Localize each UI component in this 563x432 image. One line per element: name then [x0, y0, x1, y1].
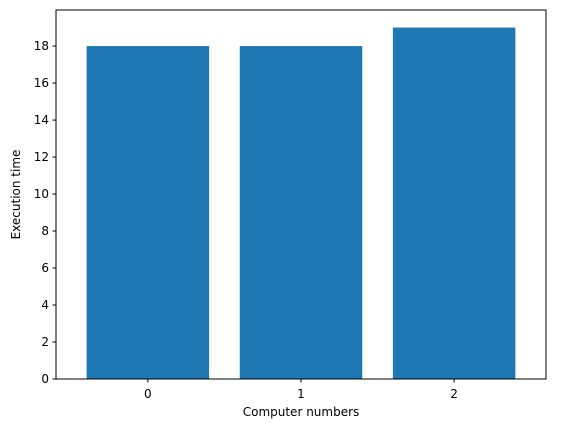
y-tick-label: 14 [34, 113, 49, 127]
x-tick-label: 1 [297, 387, 305, 401]
y-tick-label: 18 [34, 39, 49, 53]
y-tick-label: 4 [41, 298, 49, 312]
y-tick-label: 12 [34, 150, 49, 164]
y-tick-label: 8 [41, 224, 49, 238]
plot-frame [55, 9, 547, 380]
bar-2 [392, 27, 516, 379]
y-tick-label: 6 [41, 261, 49, 275]
y-tick-label: 10 [34, 187, 49, 201]
x-axis-label: Computer numbers [243, 405, 360, 419]
bar-1 [239, 46, 363, 380]
bars-group [86, 27, 516, 380]
y-tick-label: 16 [34, 76, 49, 90]
y-axis-label: Execution time [9, 150, 23, 240]
x-tick-label: 2 [450, 387, 458, 401]
y-tick-label: 2 [41, 335, 49, 349]
y-tick-label: 0 [41, 372, 49, 386]
x-axis-ticks: 0 1 2 [144, 379, 458, 401]
x-tick-label: 0 [144, 387, 152, 401]
bar-0 [86, 46, 210, 380]
y-axis-ticks: 0 2 4 6 8 10 12 14 16 18 [34, 39, 56, 386]
